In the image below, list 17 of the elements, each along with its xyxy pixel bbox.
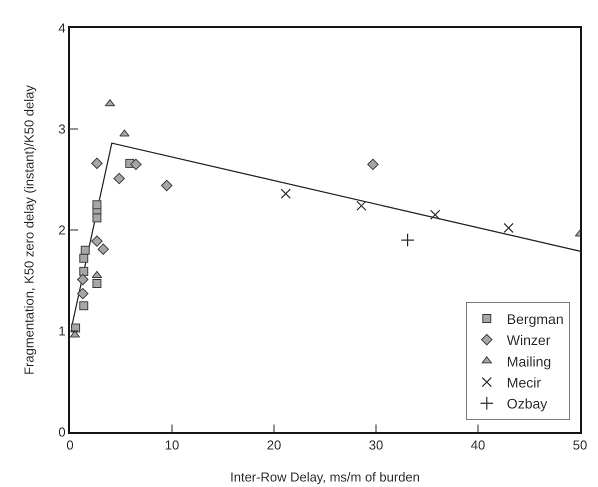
y-tick-label: 0 xyxy=(58,424,66,440)
legend-label: Mecir xyxy=(506,374,542,391)
x-tick-label: 40 xyxy=(470,437,486,452)
y-tick-label: 3 xyxy=(58,122,66,137)
legend-label: Winzer xyxy=(506,332,551,348)
y-tick-label: 2 xyxy=(58,222,66,238)
x-axis-title: Inter-Row Delay, ms/m of burden xyxy=(230,470,420,484)
y-tick-label: 4 xyxy=(58,20,66,36)
x-tick-label: 30 xyxy=(368,437,384,452)
x-tick-label: 50 xyxy=(572,437,588,452)
x-tick-label: 20 xyxy=(266,437,282,452)
y-tick-label: 1 xyxy=(58,324,66,339)
y-axis-title: Fragmentation, K50 zero delay (instant)/K50 delay xyxy=(22,84,36,375)
x-tick-label: 10 xyxy=(164,437,180,452)
legend-label: Mailing xyxy=(506,353,552,370)
legend-label: Bergman xyxy=(506,310,564,327)
legend-label: Ozbay xyxy=(506,396,548,412)
